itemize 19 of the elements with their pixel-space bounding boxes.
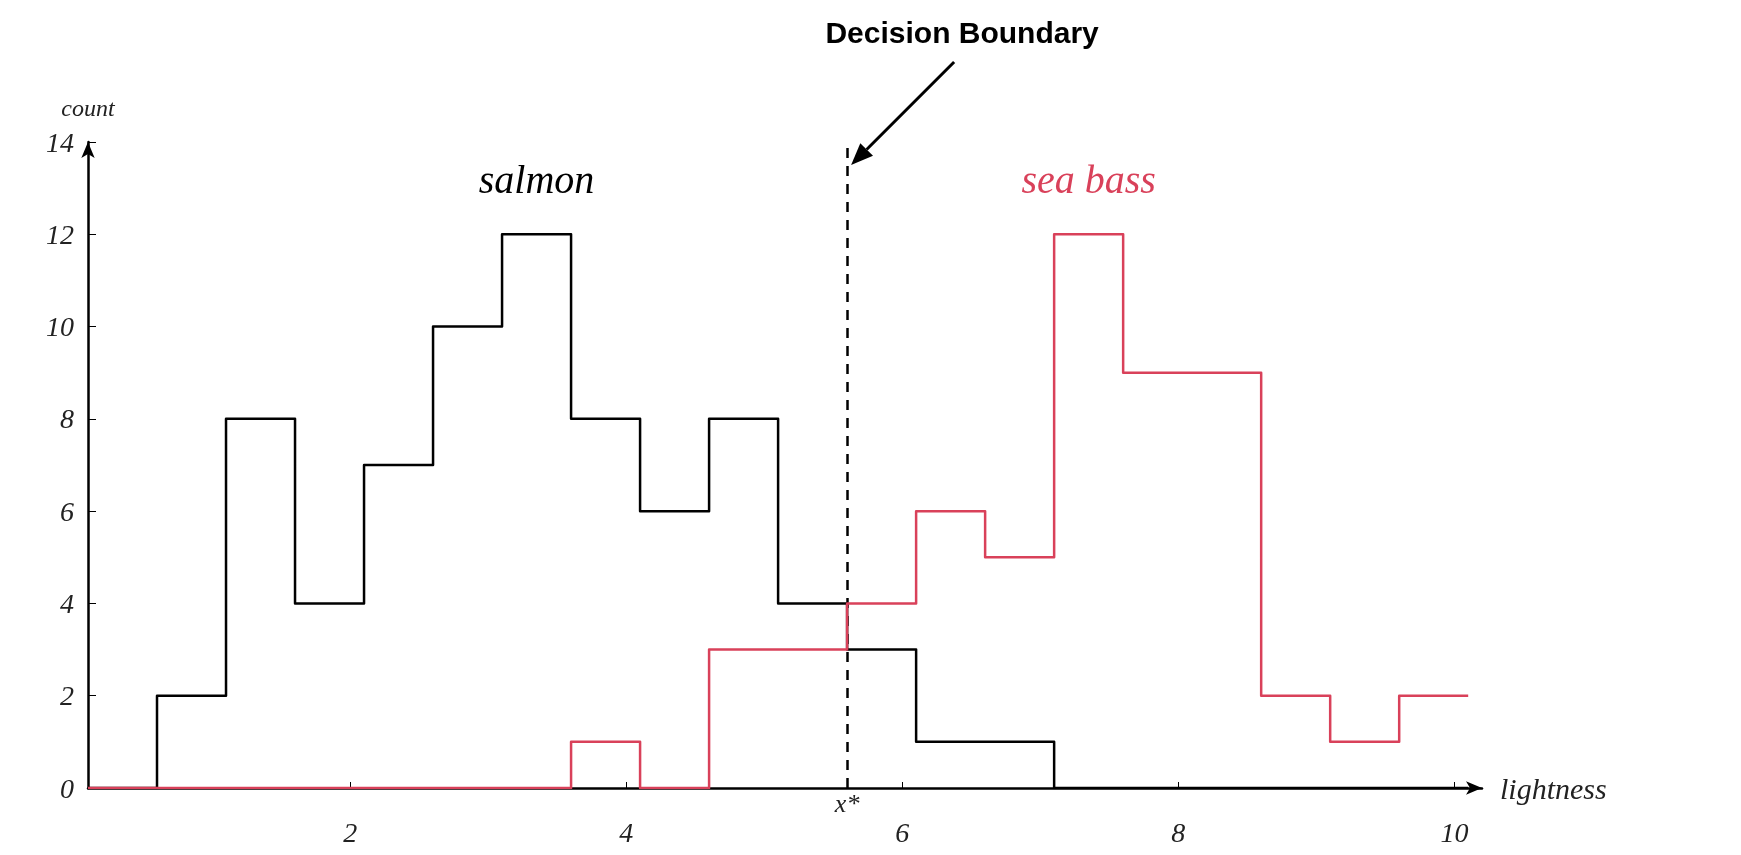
series-label: salmon — [478, 156, 595, 202]
y-tick-label: 6 — [60, 495, 74, 527]
y-tick-label: 2 — [60, 680, 74, 712]
y-tick-label: 4 — [60, 587, 74, 619]
y-axis-title: count — [61, 95, 116, 121]
series-label: sea bass — [1021, 156, 1156, 202]
y-tick-label: 14 — [46, 126, 74, 158]
x-tick-label: 10 — [1440, 816, 1469, 848]
x-tick-label: 2 — [343, 816, 358, 848]
x-tick-label: 6 — [895, 816, 910, 848]
y-tick-label: 0 — [60, 772, 74, 804]
text: Decision Boundary — [825, 15, 1100, 49]
y-tick-label: 8 — [60, 403, 74, 435]
x-tick-label: 8 — [1171, 816, 1186, 848]
x-axis-title: lightness — [1500, 771, 1607, 805]
y-tick-label: 12 — [46, 218, 74, 250]
x-tick-label: 4 — [619, 816, 634, 848]
y-tick-label: 10 — [46, 311, 74, 343]
ref-line-label: x* — [833, 788, 860, 818]
